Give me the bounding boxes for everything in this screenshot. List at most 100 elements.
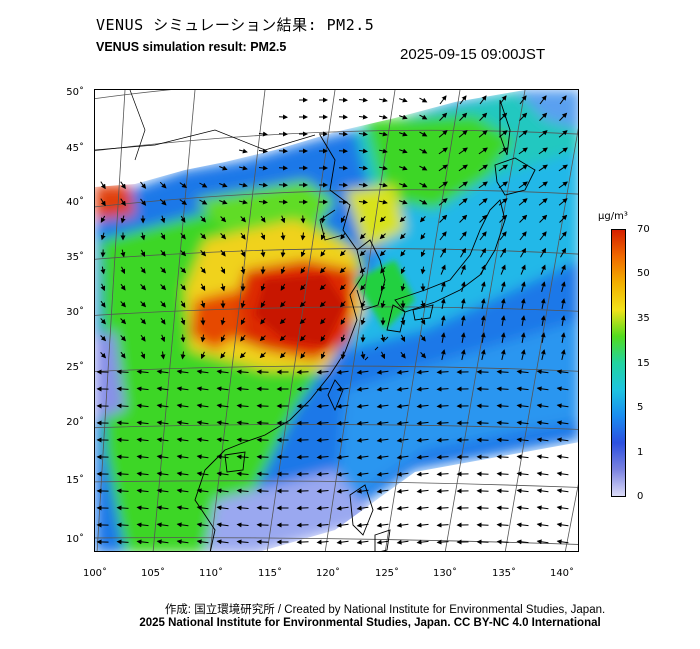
- wind-arrow: [100, 215, 106, 223]
- wind-arrow: [359, 250, 366, 257]
- wind-arrow: [200, 250, 207, 257]
- wind-arrow: [500, 349, 506, 361]
- wind-arrow: [316, 539, 329, 545]
- wind-arrow: [436, 522, 449, 528]
- wind-arrow: [480, 315, 486, 326]
- wind-arrow: [116, 488, 129, 494]
- wind-arrow: [519, 231, 527, 241]
- wind-arrow: [356, 386, 369, 392]
- wind-arrow: [240, 300, 246, 309]
- wind-arrow: [540, 332, 546, 343]
- wind-arrow: [320, 334, 326, 342]
- wind-arrow: [196, 488, 209, 494]
- wind-arrow: [536, 471, 549, 477]
- wind-arrow: [419, 114, 428, 120]
- wind-arrow: [516, 454, 529, 460]
- wind-arrow: [236, 369, 249, 375]
- wind-arrow: [216, 454, 229, 460]
- wind-arrow: [438, 130, 448, 138]
- wind-arrow: [180, 232, 186, 240]
- wind-arrow: [320, 318, 326, 325]
- wind-arrow: [420, 352, 427, 359]
- colorbar-tick-label: 50: [637, 268, 650, 279]
- lat-label: 10˚: [66, 534, 84, 545]
- wind-arrow: [180, 215, 186, 223]
- wind-arrow: [339, 267, 346, 274]
- wind-arrow: [399, 97, 408, 103]
- wind-arrow: [440, 315, 446, 326]
- wind-arrow: [440, 332, 446, 343]
- wind-arrow: [279, 318, 286, 325]
- wind-arrow: [396, 420, 409, 426]
- wind-arrow: [458, 164, 468, 172]
- wind-arrow: [420, 232, 426, 240]
- wind-arrow: [216, 539, 229, 545]
- wind-arrow: [518, 198, 528, 206]
- wind-arrow: [336, 522, 349, 528]
- wind-arrow: [396, 522, 409, 528]
- wind-arrow: [116, 420, 129, 426]
- wind-arrow: [259, 352, 266, 359]
- wind-arrow: [520, 349, 526, 361]
- wind-arrow: [478, 181, 488, 189]
- wind-arrow: [196, 386, 209, 392]
- wind-arrow: [200, 283, 206, 291]
- wind-arrow: [358, 165, 368, 171]
- wind-arrow: [316, 488, 329, 494]
- wind-arrow: [236, 420, 249, 426]
- wind-arrow: [296, 437, 309, 443]
- lon-label: 125˚: [374, 568, 400, 579]
- credit-line: 作成: 国立環境研究所 / Created by National Instit…: [164, 604, 606, 616]
- title-english: VENUS simulation result: PM2.5: [96, 40, 287, 54]
- wind-arrow: [460, 349, 466, 361]
- wind-arrow: [116, 471, 129, 477]
- wind-arrow: [356, 471, 369, 477]
- wind-arrow: [120, 283, 126, 291]
- wind-arrow: [500, 315, 506, 326]
- wind-arrow: [296, 403, 309, 409]
- wind-arrow: [458, 147, 468, 155]
- wind-arrow: [399, 114, 408, 120]
- wind-arrow: [336, 471, 349, 477]
- wind-arrow: [200, 351, 206, 360]
- wind-arrow: [236, 454, 249, 460]
- wind-arrow: [340, 317, 346, 325]
- wind-arrow: [238, 165, 248, 171]
- wind-arrow: [538, 147, 548, 155]
- wind-arrow: [536, 522, 549, 528]
- map-canvas: [95, 90, 578, 551]
- wind-arrow: [440, 281, 446, 292]
- wind-arrow: [560, 281, 566, 292]
- wind-arrow: [259, 335, 266, 342]
- wind-arrow: [479, 95, 487, 105]
- wind-arrow: [516, 386, 529, 392]
- wind-arrow: [140, 198, 147, 206]
- wind-arrow: [416, 471, 429, 477]
- wind-arrow: [316, 386, 329, 392]
- wind-arrow: [460, 281, 466, 292]
- lon-label: 100˚: [82, 568, 108, 579]
- wind-arrow: [156, 386, 169, 392]
- wind-arrow: [136, 454, 149, 460]
- wind-arrow: [560, 247, 567, 258]
- wind-arrow: [540, 349, 546, 361]
- wind-arrow: [239, 352, 246, 359]
- wind-arrow: [560, 264, 566, 275]
- colorbar-tick-label: 35: [637, 313, 650, 324]
- wind-arrow: [416, 488, 429, 494]
- wind-arrow: [260, 283, 266, 292]
- wind-arrow: [516, 437, 529, 443]
- wind-arrow: [159, 181, 167, 189]
- wind-arrow: [516, 471, 529, 477]
- wind-arrow: [136, 505, 149, 511]
- wind-arrow: [399, 199, 408, 205]
- wind-arrow: [156, 369, 169, 375]
- wind-arrow: [479, 231, 487, 241]
- wind-arrow: [260, 249, 266, 258]
- wind-arrow: [540, 264, 546, 275]
- wind-arrow: [360, 300, 366, 308]
- wind-arrow: [116, 386, 129, 392]
- wind-arrow: [280, 232, 286, 241]
- wind-arrow: [558, 198, 568, 206]
- wind-arrow: [296, 386, 309, 392]
